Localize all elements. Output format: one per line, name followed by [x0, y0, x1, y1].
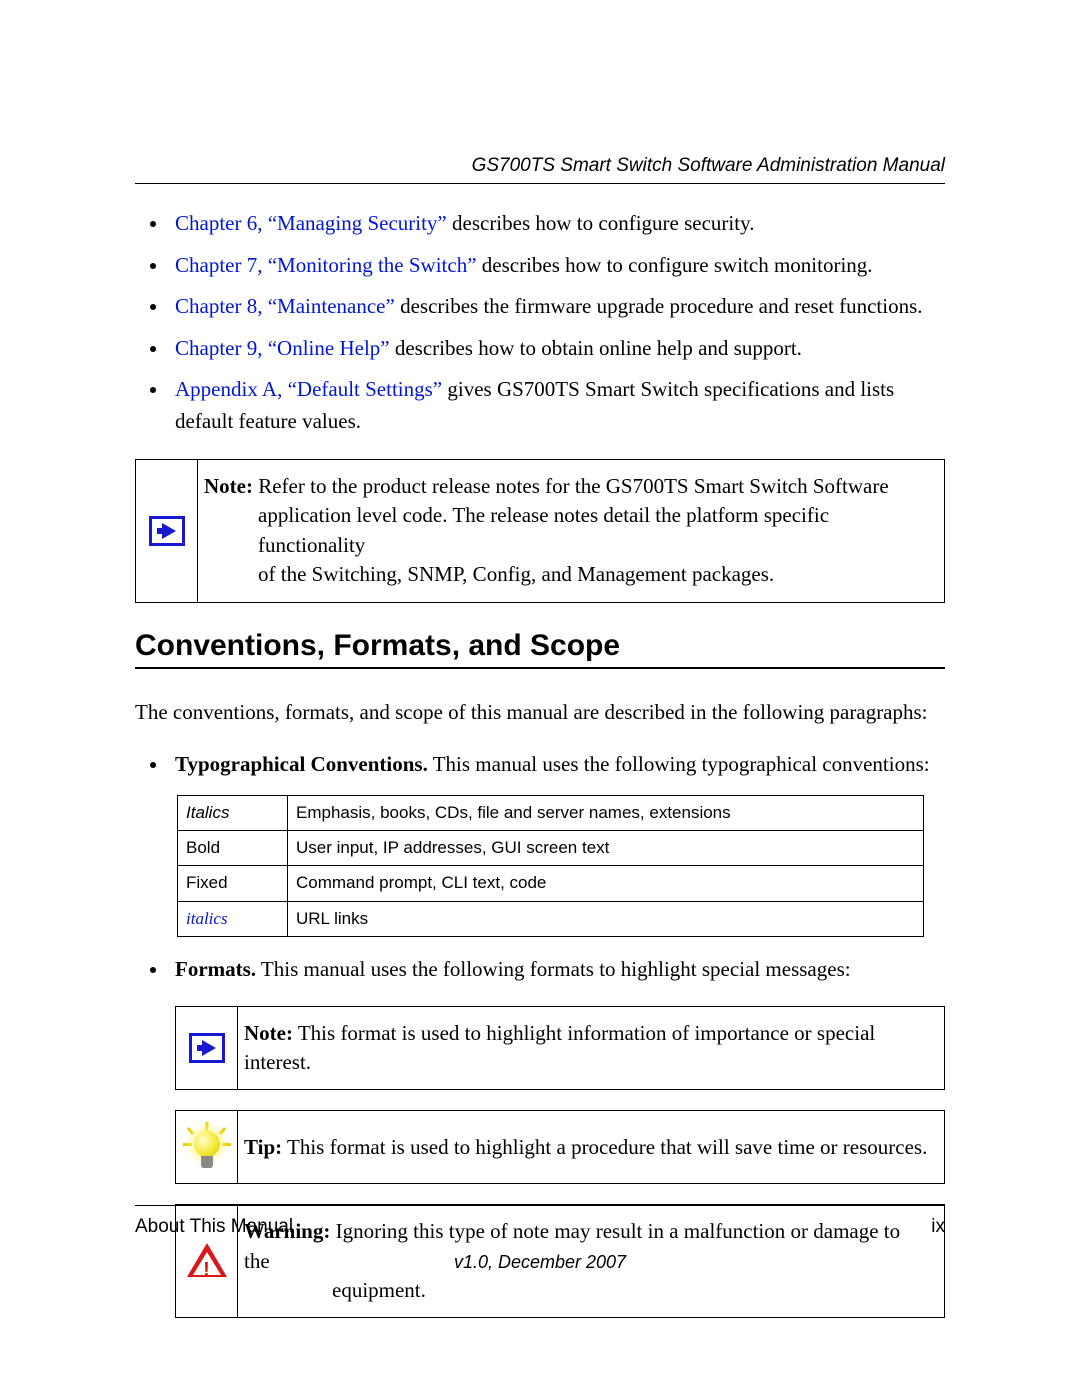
note-icon-cell [176, 1007, 238, 1090]
note-callout: Note: This format is used to highlight i… [175, 1006, 945, 1091]
list-item: Typographical Conventions. This manual u… [169, 748, 945, 937]
list-item: Chapter 6, “Managing Security” describes… [169, 208, 945, 240]
formats-label: Formats. [175, 957, 256, 981]
callout-body: This format is used to highlight a proce… [282, 1135, 927, 1159]
table-row: BoldUser input, IP addresses, GUI screen… [178, 830, 924, 865]
chapter-link[interactable]: Appendix A, “Default Settings” [175, 377, 442, 401]
section-rule [135, 667, 945, 669]
footer: About This Manual ix v1.0, December 2007 [135, 1177, 945, 1273]
chapter-link[interactable]: Chapter 9, “Online Help” [175, 336, 390, 360]
bulb-icon [185, 1124, 229, 1170]
table-row: italicsURL links [178, 901, 924, 936]
footer-row: About This Manual ix [135, 1216, 945, 1238]
table-cell: Emphasis, books, CDs, file and server na… [288, 795, 924, 830]
table-cell: Bold [178, 830, 288, 865]
chapter-desc: describes how to configure switch monito… [477, 253, 873, 277]
table-cell: Fixed [178, 866, 288, 901]
note-line2: application level code. The release note… [204, 501, 930, 560]
note-text: Note: Refer to the product release notes… [198, 460, 944, 602]
footer-version: v1.0, December 2007 [135, 1252, 945, 1273]
table-cell: Italics [178, 795, 288, 830]
formats-desc: This manual uses the following formats t… [256, 957, 851, 981]
callout-label: Note: [244, 1021, 293, 1045]
note-box: Note: Refer to the product release notes… [135, 459, 945, 603]
conventions-table: ItalicsEmphasis, books, CDs, file and se… [177, 795, 924, 937]
table-cell: Command prompt, CLI text, code [288, 866, 924, 901]
section-heading: Conventions, Formats, and Scope [135, 629, 945, 663]
callout-body: This format is used to highlight informa… [244, 1021, 875, 1074]
table-cell: User input, IP addresses, GUI screen tex… [288, 830, 924, 865]
page: GS700TS Smart Switch Software Administra… [0, 0, 1080, 1397]
tip-icon-cell [176, 1111, 238, 1183]
table-row: FixedCommand prompt, CLI text, code [178, 866, 924, 901]
table-cell: URL links [288, 901, 924, 936]
header-title: GS700TS Smart Switch Software Administra… [135, 155, 945, 177]
note-line1: Refer to the product release notes for t… [253, 474, 889, 498]
table-cell-link[interactable]: italics [178, 901, 288, 936]
chapter-desc: describes how to obtain online help and … [390, 336, 802, 360]
list-item: Appendix A, “Default Settings” gives GS7… [169, 374, 945, 437]
callout-label: Tip: [244, 1135, 282, 1159]
note-icon-cell [136, 460, 198, 602]
chapter-desc: describes how to configure security. [447, 211, 755, 235]
footer-rule [135, 1205, 945, 1206]
section-intro: The conventions, formats, and scope of t… [135, 697, 945, 729]
chapter-link[interactable]: Chapter 6, “Managing Security” [175, 211, 447, 235]
footer-left: About This Manual [135, 1216, 293, 1238]
page-number: ix [931, 1216, 945, 1238]
arrow-icon [149, 516, 185, 546]
note-label: Note: [204, 474, 253, 498]
typographical-label: Typographical Conventions. [175, 752, 428, 776]
list-item: Chapter 8, “Maintenance” describes the f… [169, 291, 945, 323]
chapter-link[interactable]: Chapter 7, “Monitoring the Switch” [175, 253, 477, 277]
table-row: ItalicsEmphasis, books, CDs, file and se… [178, 795, 924, 830]
note-line3: of the Switching, SNMP, Config, and Mana… [204, 560, 930, 589]
typographical-desc: This manual uses the following typograph… [428, 752, 930, 776]
callout-text: Tip: This format is used to highlight a … [238, 1121, 941, 1174]
header-rule [135, 183, 945, 184]
callout-text: Note: This format is used to highlight i… [238, 1007, 944, 1090]
arrow-icon [189, 1033, 225, 1063]
list-item: Chapter 9, “Online Help” describes how t… [169, 333, 945, 365]
chapter-list: Chapter 6, “Managing Security” describes… [135, 208, 945, 437]
tip-callout: Tip: This format is used to highlight a … [175, 1110, 945, 1184]
list-item: Chapter 7, “Monitoring the Switch” descr… [169, 250, 945, 282]
chapter-desc: describes the firmware upgrade procedure… [395, 294, 923, 318]
callout-line2: equipment. [244, 1276, 930, 1305]
chapter-link[interactable]: Chapter 8, “Maintenance” [175, 294, 395, 318]
